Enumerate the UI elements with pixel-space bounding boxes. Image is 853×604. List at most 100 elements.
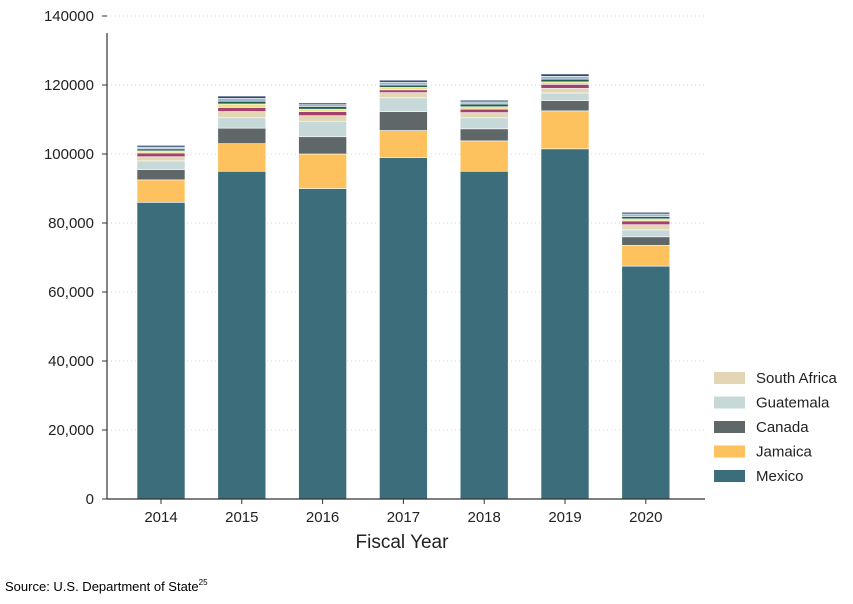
bar-segment-other-5 (136, 152, 186, 158)
bar-segment-other-5 (459, 108, 509, 113)
bar-segment-other-7 (136, 148, 186, 152)
bar-segment-south-africa (136, 156, 186, 162)
bar-segment-jamaica (540, 110, 590, 150)
legend-item-jamaica: Jamaica (714, 444, 813, 461)
legend-label: Jamaica (756, 444, 813, 461)
bar-segment-canada (298, 136, 347, 155)
x-tick-label: 2017 (387, 509, 420, 526)
bar-segment-canada (621, 236, 671, 246)
bar-segment-canada (379, 111, 428, 131)
y-tick-label: 0 (86, 491, 94, 508)
x-tick-labels: 2014 2015 2016 2017 2018 2019 2020 (144, 499, 662, 526)
x-tick-label: 2014 (144, 509, 177, 526)
legend-swatch (714, 445, 745, 458)
bar-segment-canada (136, 169, 186, 181)
bar-segment-other-8 (459, 101, 509, 105)
bar-segment-south-africa (379, 92, 428, 99)
bar-segment-other-7 (540, 78, 590, 83)
bar-segment-other-6 (540, 81, 590, 85)
bar-segment-other-8 (540, 76, 590, 80)
bar-segment-guatemala (379, 97, 428, 112)
bar-segment-mexico (136, 202, 186, 500)
bar-segment-jamaica (621, 245, 671, 267)
bar-segment-mexico (379, 157, 428, 500)
bar-segment-other-5 (621, 220, 671, 226)
y-tick-labels: 0 20,000 40,000 60,000 80,000 100000 120000 140… (44, 8, 107, 508)
bar-segment-south-africa (217, 111, 267, 119)
legend-label: South Africa (756, 370, 838, 387)
bar-segment-other-6 (459, 106, 509, 110)
bar-segment-other-7 (621, 216, 671, 220)
bar-stack-2015 (217, 95, 267, 500)
bar-segment-other-9 (379, 79, 428, 83)
bar-segment-jamaica (298, 153, 347, 189)
bar-segment-guatemala (540, 92, 590, 101)
bar-segment-south-africa (621, 224, 671, 231)
bar-segment-other-6 (136, 150, 186, 154)
bar-segment-other-5 (217, 107, 267, 112)
bar-segment-other-5 (298, 111, 347, 117)
x-tick-label: 2016 (306, 509, 339, 526)
x-axis-title: Fiscal Year (356, 532, 450, 553)
bar-stack-2018 (459, 99, 509, 500)
legend-label: Mexico (756, 468, 804, 485)
bar-segment-guatemala (621, 229, 671, 238)
bar-segment-other-6 (621, 218, 671, 222)
bar-segment-mexico (217, 170, 267, 500)
bar-segment-other-8 (217, 98, 267, 102)
legend-item-mexico: Mexico (714, 468, 804, 485)
legend-item-canada: Canada (714, 419, 809, 436)
bar-segment-mexico (298, 188, 347, 500)
bar-segment-other-9 (217, 95, 267, 99)
legend-item-south-africa: South Africa (714, 370, 838, 387)
bar-segment-mexico (540, 148, 590, 500)
source-note-text: Source: U.S. Department of State (5, 579, 199, 594)
y-tick-label: 80,000 (48, 215, 94, 232)
bar-stack-2017 (379, 79, 428, 500)
bar-segment-canada (459, 128, 509, 142)
bar-stack-2020 (621, 212, 671, 500)
bar-segment-other-9 (136, 145, 186, 148)
x-tick-label: 2019 (548, 509, 581, 526)
y-tick-label: 100000 (44, 146, 94, 163)
bar-stack-2016 (298, 102, 347, 500)
legend-swatch (714, 396, 745, 409)
bar-segment-other-8 (621, 213, 671, 217)
bar-segment-other-7 (298, 106, 347, 110)
bar-segment-other-5 (540, 84, 590, 89)
bar-segment-mexico (621, 265, 671, 500)
bar-segment-mexico (459, 170, 509, 500)
legend-swatch (714, 470, 745, 482)
axes (106, 33, 705, 500)
bar-segment-other-5 (379, 89, 428, 93)
bars (136, 73, 671, 500)
y-tick-label: 60,000 (48, 284, 94, 301)
x-tick-label: 2015 (225, 509, 258, 526)
bar-segment-other-9 (540, 73, 590, 77)
y-tick-label: 140000 (44, 8, 94, 25)
bar-stack-2014 (136, 145, 186, 500)
y-tick-label: 20,000 (48, 422, 94, 439)
bar-segment-jamaica (217, 143, 267, 172)
bar-segment-other-7 (379, 84, 428, 88)
x-tick-label: 2018 (468, 509, 501, 526)
bar-segment-other-7 (459, 103, 509, 108)
bar-segment-guatemala (136, 160, 186, 170)
bar-segment-other-6 (379, 87, 428, 91)
bar-segment-other-9 (621, 212, 671, 215)
bar-segment-guatemala (459, 117, 509, 130)
bar-segment-other-6 (217, 103, 267, 108)
bar-segment-south-africa (540, 88, 590, 94)
bar-segment-south-africa (459, 112, 509, 119)
legend-swatch (714, 421, 745, 433)
bar-segment-guatemala (217, 117, 267, 129)
bar-segment-jamaica (136, 179, 186, 203)
legend-label: Guatemala (756, 395, 830, 412)
x-tick-label: 2020 (629, 509, 662, 526)
bar-segment-canada (540, 100, 590, 112)
source-note-superscript: 25 (199, 578, 208, 587)
bar-segment-other-8 (379, 81, 428, 86)
source-note: Source: U.S. Department of State25 (5, 578, 208, 594)
y-tick-label: 40,000 (48, 353, 94, 370)
